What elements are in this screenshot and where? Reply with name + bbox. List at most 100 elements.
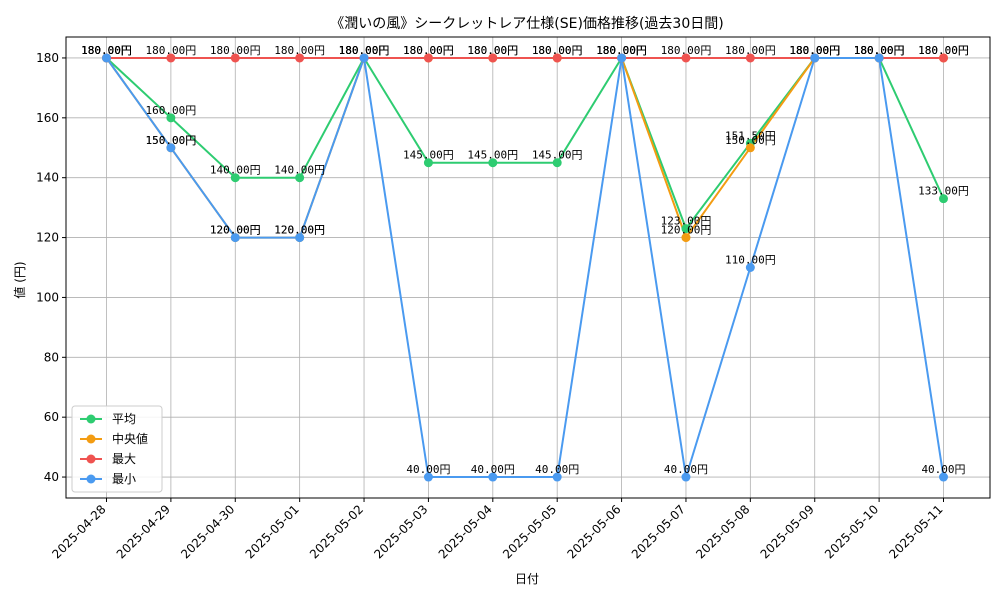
data-point [617,53,627,63]
data-point [745,263,755,272]
data-label: 180.00円 [532,44,583,57]
data-label: 180.00円 [661,44,712,57]
legend-swatch-marker [86,434,96,444]
data-label: 180.00円 [918,44,969,57]
x-tick-label: 2025-05-10 [822,502,881,561]
data-label: 120.00円 [274,224,325,237]
data-point [488,53,498,63]
legend-label: 平均 [112,412,136,426]
data-label: 180.00円 [854,44,905,57]
legend-label: 最小 [112,472,136,486]
data-label: 180.00円 [339,44,390,57]
legend-label: 中央値 [112,431,148,446]
data-point [423,472,433,482]
data-point [874,53,884,63]
data-point [423,158,433,168]
data-point [745,143,755,153]
x-axis-ticks: 2025-04-28 2025-04-29 2025-04-30 2025-05-01… [49,498,946,561]
y-tick-label: 140 [36,171,59,185]
legend-label: 最大 [112,452,136,466]
data-point [295,173,305,183]
x-tick-label: 2025-05-04 [436,502,495,561]
y-axis-ticks: 40 60 80 100 120 140 160 180 [36,51,66,484]
legend-swatch-marker [86,454,96,464]
y-tick-label: 80 [44,350,59,364]
data-point [295,53,305,63]
data-point [166,113,176,123]
y-tick-label: 40 [44,470,59,484]
data-label: 133.00円 [918,185,969,198]
data-label: 180.00円 [210,44,261,57]
data-label: 180.00円 [596,44,647,57]
data-point [230,173,240,183]
data-label: 180.00円 [467,44,518,57]
data-point [230,233,240,243]
data-point [488,472,498,482]
x-tick-label: 2025-05-02 [307,502,366,561]
data-label: 145.00円 [403,149,454,162]
data-point [745,53,755,63]
data-label: 180.00円 [339,44,390,57]
data-label: 180.00円 [339,44,390,57]
data-point [681,472,691,482]
data-labels: 180.00円 160.00円 140.00円 140.00円 180.00円 145.0… [81,44,969,476]
data-label: 40.00円 [471,463,515,476]
y-tick-label: 60 [44,410,59,424]
data-label: 140.00円 [274,164,325,177]
data-label: 180.00円 [146,44,197,57]
data-point [102,53,111,63]
series-line [105,57,945,478]
y-tick-label: 100 [36,290,59,304]
data-label: 160.00円 [146,104,197,117]
x-tick-label: 2025-04-28 [49,502,108,561]
data-point [939,194,948,204]
data-label: 180.00円 [81,44,132,57]
data-label: 40.00円 [921,463,965,476]
data-label: 150.00円 [725,134,776,147]
data-point [295,233,305,243]
legend-box [71,405,163,493]
x-tick-label: 2025-04-29 [114,502,173,561]
data-point [681,233,691,243]
data-point [359,53,369,63]
data-point [488,158,498,168]
data-label: 40.00円 [664,463,708,476]
legend-swatch-marker [86,414,96,424]
data-label: 150.00円 [146,134,197,147]
data-label: 180.00円 [596,44,647,57]
data-label: 180.00円 [918,44,969,57]
data-label: 180.00円 [274,44,325,57]
data-label: 180.00円 [789,44,840,57]
data-label: 180.00円 [725,44,776,57]
x-tick-label: 2025-05-07 [629,502,688,561]
series-line [105,57,944,239]
data-point [166,143,176,153]
data-label: 120.00円 [661,224,712,237]
data-label: 180.00円 [854,44,905,57]
data-label: 180.00円 [339,44,390,57]
data-label: 180.00円 [403,44,454,57]
data-label: 180.00円 [403,44,454,57]
data-label: 180.00円 [854,44,905,57]
data-label: 180.00円 [596,44,647,57]
data-label: 150.00円 [146,134,197,147]
data-point [681,224,691,234]
x-tick-label: 2025-04-30 [178,502,237,561]
data-point [552,472,562,482]
data-label: 180.00円 [854,44,905,57]
plot-frame [65,36,991,499]
y-tick-label: 160 [36,111,59,125]
data-label: 140.00円 [210,164,261,177]
y-axis-label: 値 (円) [12,261,27,298]
x-tick-label: 2025-05-09 [758,502,817,561]
data-label: 180.00円 [532,44,583,57]
data-label: 145.00円 [532,149,583,162]
x-axis-label: 日付 [515,572,539,586]
legend-swatch-marker [86,474,96,484]
data-label: 120.00円 [274,224,325,237]
data-point [939,472,948,482]
x-tick-label: 2025-05-01 [243,502,302,561]
data-label: 180.00円 [789,44,840,57]
x-tick-label: 2025-05-08 [693,502,752,561]
data-point [939,53,948,63]
